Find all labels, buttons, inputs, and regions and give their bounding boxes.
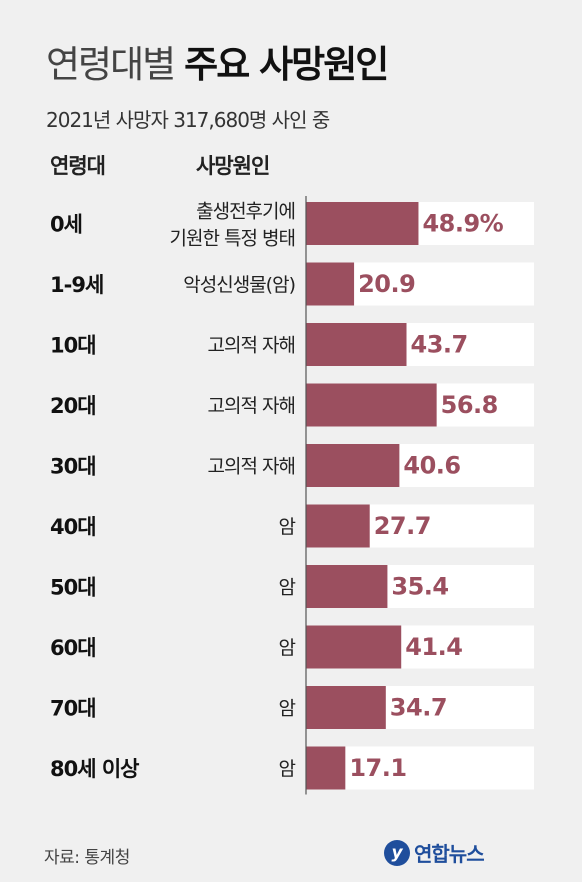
value-label: 56.8 xyxy=(441,391,498,419)
cause-label: 암 xyxy=(279,637,296,659)
category-label: 0세 xyxy=(50,213,82,237)
bar xyxy=(306,565,388,608)
cause-label: 기원한 특정 병태 xyxy=(170,228,295,250)
bar xyxy=(306,686,386,729)
bar xyxy=(306,746,346,790)
bar xyxy=(306,383,437,427)
yonhap-logo: y 연합뉴스 xyxy=(384,838,485,867)
value-label: 27.7 xyxy=(374,512,431,540)
title-bold: 주요 사망원인 xyxy=(184,43,389,86)
cause-label: 고의적 자해 xyxy=(208,395,295,417)
bar xyxy=(306,444,400,487)
bar xyxy=(306,323,407,366)
age-column-header: 연령대 xyxy=(50,154,106,178)
cause-label: 암 xyxy=(279,516,296,538)
bar xyxy=(306,202,419,245)
category-label: 40대 xyxy=(50,515,96,539)
category-label: 20대 xyxy=(50,394,96,418)
cause-label: 암 xyxy=(279,698,296,720)
value-label: 35.4 xyxy=(391,573,448,601)
cause-label: 고의적 자해 xyxy=(208,335,295,357)
chart-title: 연령대별 주요 사망원인 xyxy=(46,34,389,88)
cause-label: 악성신생물(암) xyxy=(183,274,295,296)
category-label: 50대 xyxy=(50,576,96,600)
logo-mark-icon: y xyxy=(384,839,410,866)
category-label: 80세 이상 xyxy=(50,757,139,781)
category-label: 70대 xyxy=(50,697,96,721)
title-light: 연령대별 xyxy=(46,43,176,86)
chart-subtitle: 2021년 사망자 317,680명 사인 중 xyxy=(46,108,330,132)
value-label: 34.7 xyxy=(390,694,447,722)
category-label: 30대 xyxy=(50,455,96,479)
bar xyxy=(306,625,402,669)
cause-label: 암 xyxy=(279,577,296,599)
value-label: 43.7 xyxy=(411,331,468,359)
bar xyxy=(306,262,355,306)
category-label: 60대 xyxy=(50,636,96,660)
category-label: 10대 xyxy=(50,334,96,358)
cause-label: 고의적 자해 xyxy=(208,456,295,478)
value-label: 41.4 xyxy=(405,633,462,661)
cause-label: 출생전후기에 xyxy=(196,201,295,223)
cause-label: 암 xyxy=(279,758,296,780)
logo-text: 연합뉴스 xyxy=(414,842,485,866)
value-label: 17.1 xyxy=(349,754,406,782)
bar xyxy=(306,504,370,548)
category-label: 1-9세 xyxy=(50,273,103,297)
cause-column-header: 사망원인 xyxy=(196,154,270,178)
value-label: 48.9% xyxy=(422,210,503,238)
source-note: 자료: 통계청 xyxy=(44,848,130,868)
value-label: 20.9 xyxy=(358,270,415,298)
value-label: 40.6 xyxy=(403,452,460,480)
